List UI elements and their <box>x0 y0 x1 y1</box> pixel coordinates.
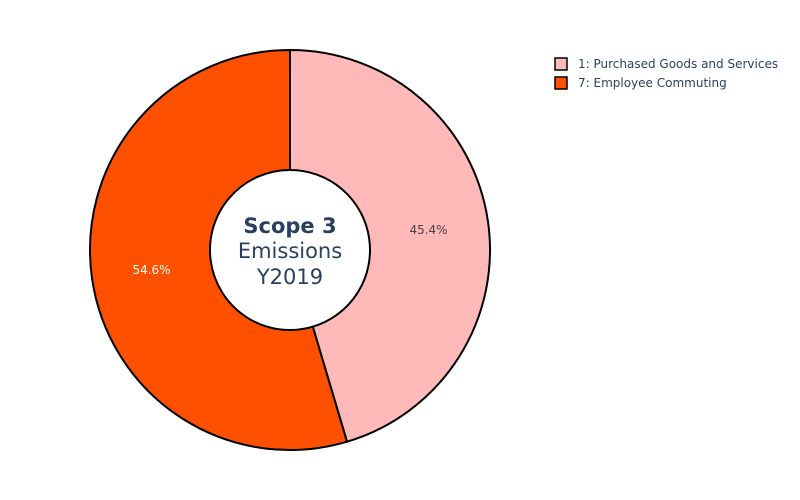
slice-labels: 45.4% 54.6% <box>132 223 447 277</box>
slice-label-2: 54.6% <box>132 263 170 277</box>
legend-swatch-purchased-goods <box>554 57 568 71</box>
center-title-line-3: Y2019 <box>256 265 323 289</box>
legend-item[interactable]: 1: Purchased Goods and Services <box>554 57 778 71</box>
legend: 1: Purchased Goods and Services 7: Emplo… <box>554 57 778 90</box>
slice-label-1: 45.4% <box>409 223 447 237</box>
donut-slice-1[interactable] <box>289 48 491 443</box>
donut-slices <box>88 48 491 451</box>
legend-label-purchased-goods: 1: Purchased Goods and Services <box>578 57 778 71</box>
center-title: Scope 3 Emissions Y2019 <box>238 214 342 289</box>
donut-slice-2[interactable] <box>88 48 349 451</box>
center-title-line-1: Scope 3 <box>243 214 336 238</box>
center-title-line-2: Emissions <box>238 239 342 263</box>
legend-item[interactable]: 7: Employee Commuting <box>554 76 727 90</box>
legend-label-employee-commuting: 7: Employee Commuting <box>578 76 727 90</box>
legend-swatch-employee-commuting <box>554 76 568 90</box>
